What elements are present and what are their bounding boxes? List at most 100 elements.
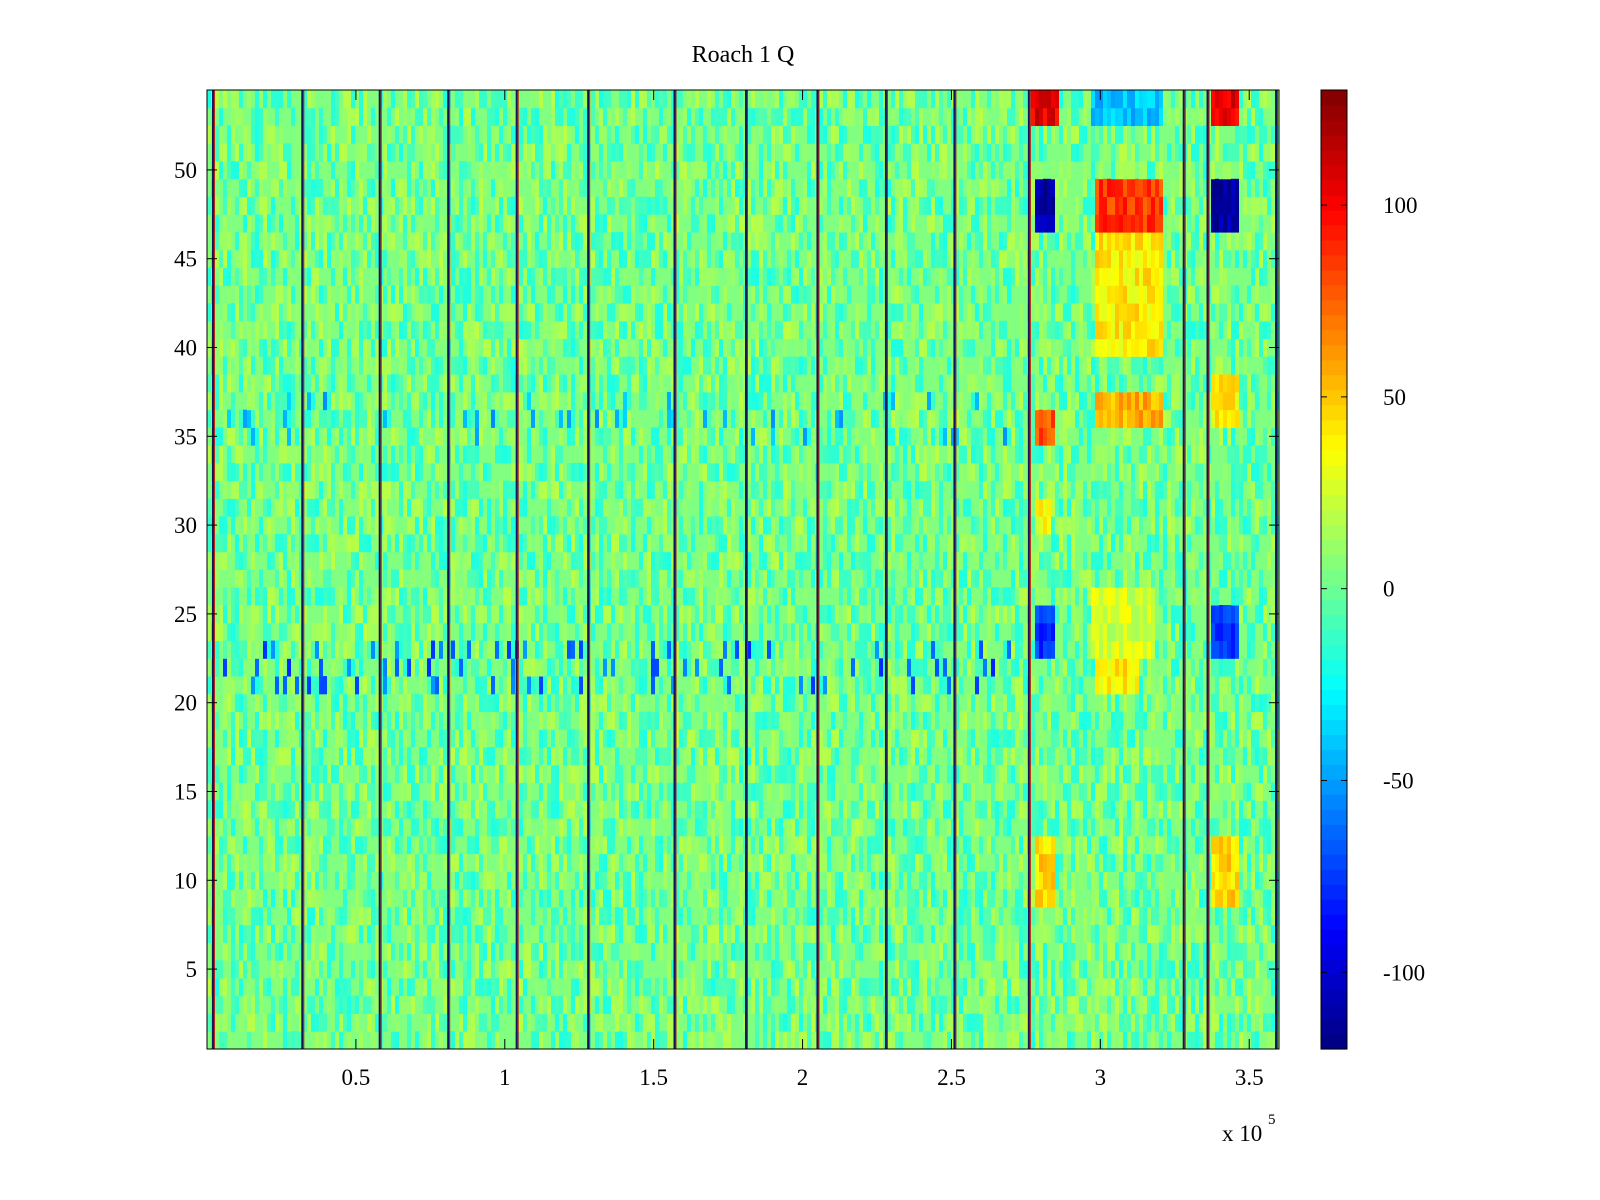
heatmap-cell	[539, 658, 543, 677]
heatmap-cell	[527, 374, 531, 393]
heatmap-cell	[255, 747, 259, 766]
heatmap-cell	[443, 498, 447, 517]
heatmap-cell	[467, 995, 471, 1014]
heatmap-cell	[503, 747, 507, 766]
heatmap-cell	[691, 569, 695, 588]
heatmap-cell	[599, 338, 603, 357]
heatmap-cell	[355, 90, 359, 109]
heatmap-cell	[491, 800, 495, 819]
heatmap-cell	[611, 391, 615, 411]
heatmap-cell	[719, 729, 723, 748]
heatmap-cell	[331, 143, 335, 162]
heatmap-cell	[455, 906, 459, 926]
heatmap-cell	[667, 516, 671, 535]
heatmap-cell	[503, 498, 507, 517]
heatmap-cell	[423, 871, 427, 890]
heatmap-cell	[695, 303, 699, 322]
heatmap-cell	[335, 90, 339, 109]
heatmap-cell	[479, 658, 483, 677]
heatmap-cell	[223, 533, 227, 553]
heatmap-cell	[295, 853, 299, 872]
heatmap-cell	[519, 320, 523, 340]
heatmap-cell	[647, 622, 651, 642]
heatmap-cell	[527, 818, 531, 837]
heatmap-cell	[679, 445, 683, 464]
heatmap-cell	[303, 587, 307, 606]
heatmap-cell	[603, 498, 607, 517]
heatmap-cell	[207, 835, 211, 855]
heatmap-cell	[415, 853, 419, 872]
heatmap-cell	[311, 622, 315, 642]
heatmap-cell	[555, 569, 559, 588]
heatmap-cell	[507, 622, 511, 642]
heatmap-cell	[279, 427, 283, 446]
heatmap-cell	[431, 889, 435, 908]
heatmap-cell	[655, 977, 659, 997]
heatmap-cell	[459, 374, 463, 393]
heatmap-cell	[299, 747, 303, 766]
heatmap-cell	[303, 462, 307, 482]
heatmap-cell	[455, 605, 459, 624]
heatmap-cell	[343, 107, 347, 127]
heatmap-cell	[599, 1031, 603, 1049]
heatmap-cell	[627, 906, 631, 926]
heatmap-cell	[247, 391, 251, 411]
heatmap-cell	[639, 267, 643, 286]
heatmap-cell	[559, 143, 563, 162]
heatmap-cell	[527, 427, 531, 446]
heatmap-cell	[507, 161, 511, 180]
heatmap-cell	[503, 516, 507, 535]
heatmap-cell	[555, 303, 559, 322]
heatmap-cell	[631, 871, 635, 890]
heatmap-cell	[451, 835, 455, 855]
heatmap-cell	[411, 640, 415, 659]
heatmap-cell	[483, 942, 487, 961]
heatmap-cell	[267, 516, 271, 535]
heatmap-cell	[559, 125, 563, 144]
heatmap-cell	[719, 782, 723, 801]
heatmap-cell	[631, 480, 635, 499]
heatmap-cell	[451, 889, 455, 908]
heatmap-cell	[363, 249, 367, 269]
heatmap-cell	[619, 818, 623, 837]
heatmap-cell	[359, 143, 363, 162]
heatmap-cell	[303, 605, 307, 624]
heatmap-cell	[639, 676, 643, 695]
heatmap-cell	[279, 214, 283, 233]
heatmap-cell	[551, 320, 555, 340]
heatmap-cell	[643, 605, 647, 624]
heatmap-cell	[603, 214, 607, 233]
heatmap-cell	[555, 960, 559, 979]
heatmap-cell	[563, 320, 567, 340]
heatmap-cell	[719, 445, 723, 464]
heatmap-cell	[371, 818, 375, 837]
heatmap-cell	[551, 161, 555, 180]
heatmap-cell	[367, 587, 371, 606]
heatmap-cell	[479, 729, 483, 748]
heatmap-cell	[455, 818, 459, 837]
heatmap-cell	[367, 214, 371, 233]
heatmap-cell	[407, 143, 411, 162]
heatmap-cell	[703, 711, 707, 730]
heatmap-cell	[359, 676, 363, 695]
heatmap-cell	[351, 533, 355, 553]
heatmap-cell	[207, 711, 211, 730]
heatmap-cell	[707, 374, 711, 393]
heatmap-cell	[671, 906, 675, 926]
heatmap-cell	[375, 764, 379, 784]
heatmap-cell	[659, 1031, 663, 1049]
heatmap-cell	[395, 178, 399, 198]
heatmap-cell	[215, 569, 219, 588]
heatmap-cell	[259, 303, 263, 322]
heatmap-cell	[507, 303, 511, 322]
heatmap-cell	[391, 871, 395, 890]
heatmap-cell	[715, 835, 719, 855]
heatmap-cell	[471, 391, 475, 411]
heatmap-cell	[299, 818, 303, 837]
heatmap-cell	[495, 107, 499, 127]
heatmap-cell	[651, 658, 655, 677]
heatmap-cell	[311, 818, 315, 837]
heatmap-cell	[703, 427, 707, 446]
heatmap-cell	[247, 178, 251, 198]
heatmap-cell	[535, 605, 539, 624]
